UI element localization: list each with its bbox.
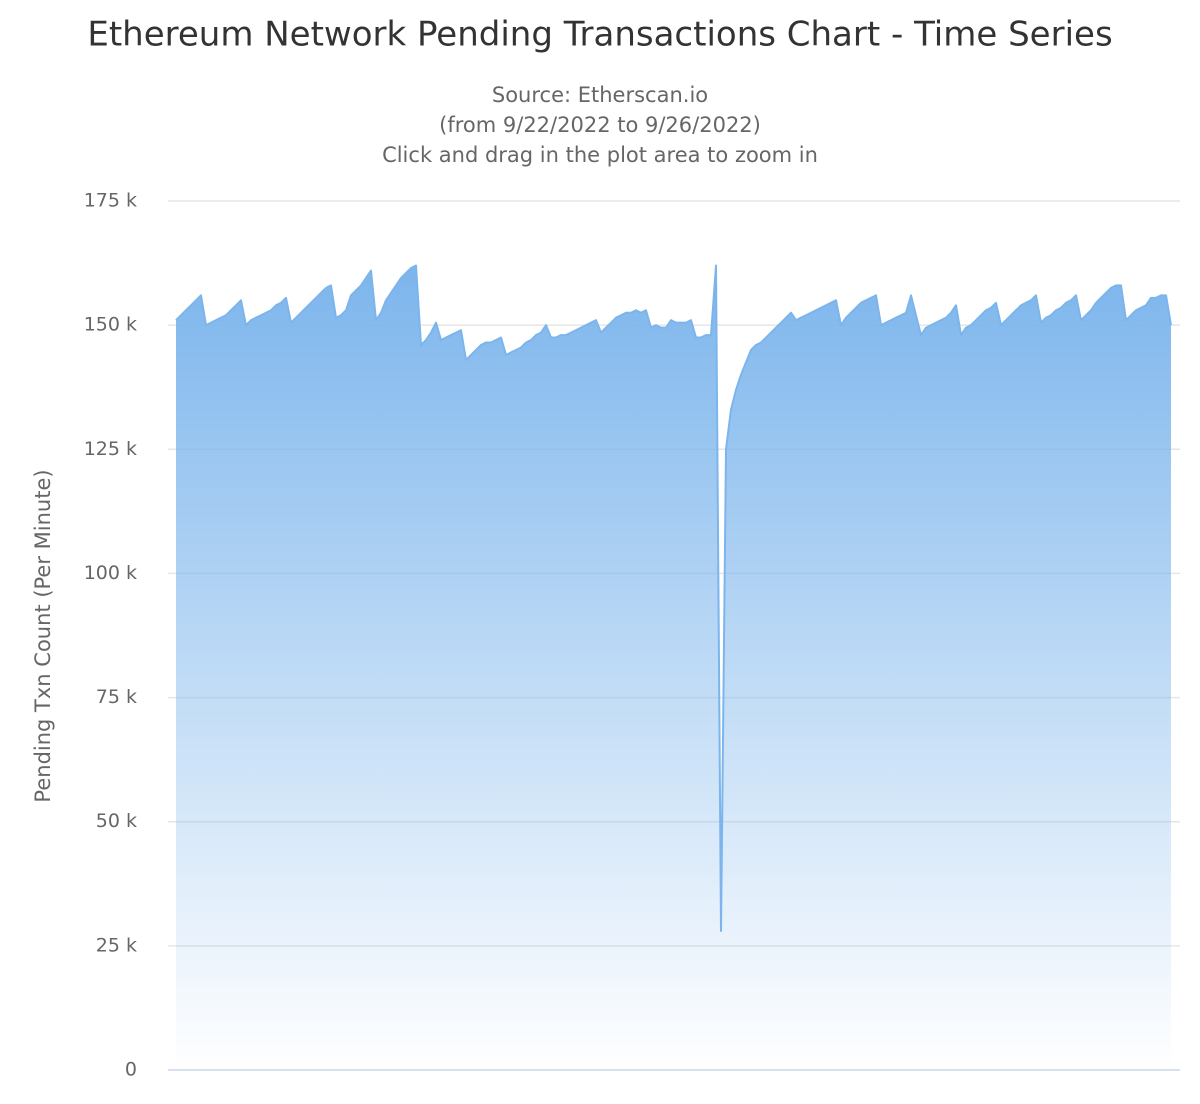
y-tick-label: 100 k [84, 562, 137, 584]
y-tick-label: 50 k [96, 810, 137, 832]
chart-title: Ethereum Network Pending Transactions Ch… [87, 15, 1112, 55]
area-fill [176, 265, 1171, 1070]
subtitle: Source: Etherscan.io [492, 83, 708, 107]
y-tick-label: 25 k [96, 934, 137, 956]
y-tick-label: 125 k [84, 438, 137, 460]
subtitle: Click and drag in the plot area to zoom … [382, 143, 818, 167]
y-tick-label: 175 k [84, 190, 137, 212]
y-tick-label: 150 k [84, 314, 137, 336]
subtitle: (from 9/22/2022 to 9/26/2022) [439, 113, 761, 137]
y-tick-label: 75 k [96, 686, 137, 708]
line [175, 264, 1172, 932]
y-tick-label: 0 [125, 1059, 137, 1081]
y-axis-title: Pending Txn Count (Per Minute) [31, 469, 55, 802]
